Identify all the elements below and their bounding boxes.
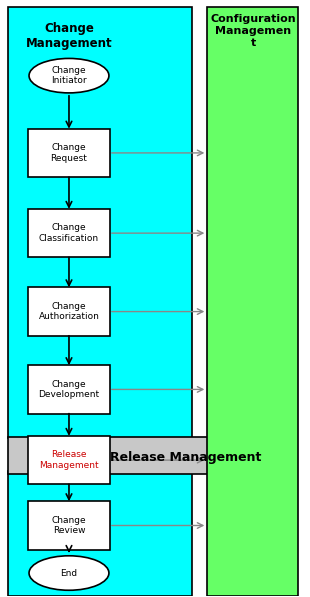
FancyBboxPatch shape bbox=[207, 7, 298, 596]
FancyBboxPatch shape bbox=[7, 437, 295, 474]
FancyBboxPatch shape bbox=[28, 365, 110, 414]
Text: Change
Request: Change Request bbox=[51, 143, 87, 162]
Text: Change
Initiator: Change Initiator bbox=[51, 66, 87, 85]
Text: Change
Review: Change Review bbox=[52, 516, 86, 535]
Text: Change
Development: Change Development bbox=[38, 380, 100, 399]
FancyBboxPatch shape bbox=[28, 436, 110, 485]
Text: Configuration
Managemen
t: Configuration Managemen t bbox=[210, 14, 296, 48]
Text: Change
Classification: Change Classification bbox=[39, 223, 99, 243]
Ellipse shape bbox=[29, 59, 109, 93]
Text: Change
Authorization: Change Authorization bbox=[38, 302, 100, 321]
FancyBboxPatch shape bbox=[7, 471, 192, 596]
Text: End: End bbox=[60, 568, 78, 577]
FancyBboxPatch shape bbox=[28, 501, 110, 550]
FancyBboxPatch shape bbox=[7, 7, 192, 438]
Text: Change
Management: Change Management bbox=[26, 22, 112, 50]
FancyBboxPatch shape bbox=[28, 209, 110, 257]
Text: Release Management: Release Management bbox=[110, 451, 261, 464]
Ellipse shape bbox=[29, 556, 109, 590]
FancyBboxPatch shape bbox=[28, 128, 110, 177]
Text: Release
Management: Release Management bbox=[39, 450, 99, 470]
FancyBboxPatch shape bbox=[28, 287, 110, 336]
